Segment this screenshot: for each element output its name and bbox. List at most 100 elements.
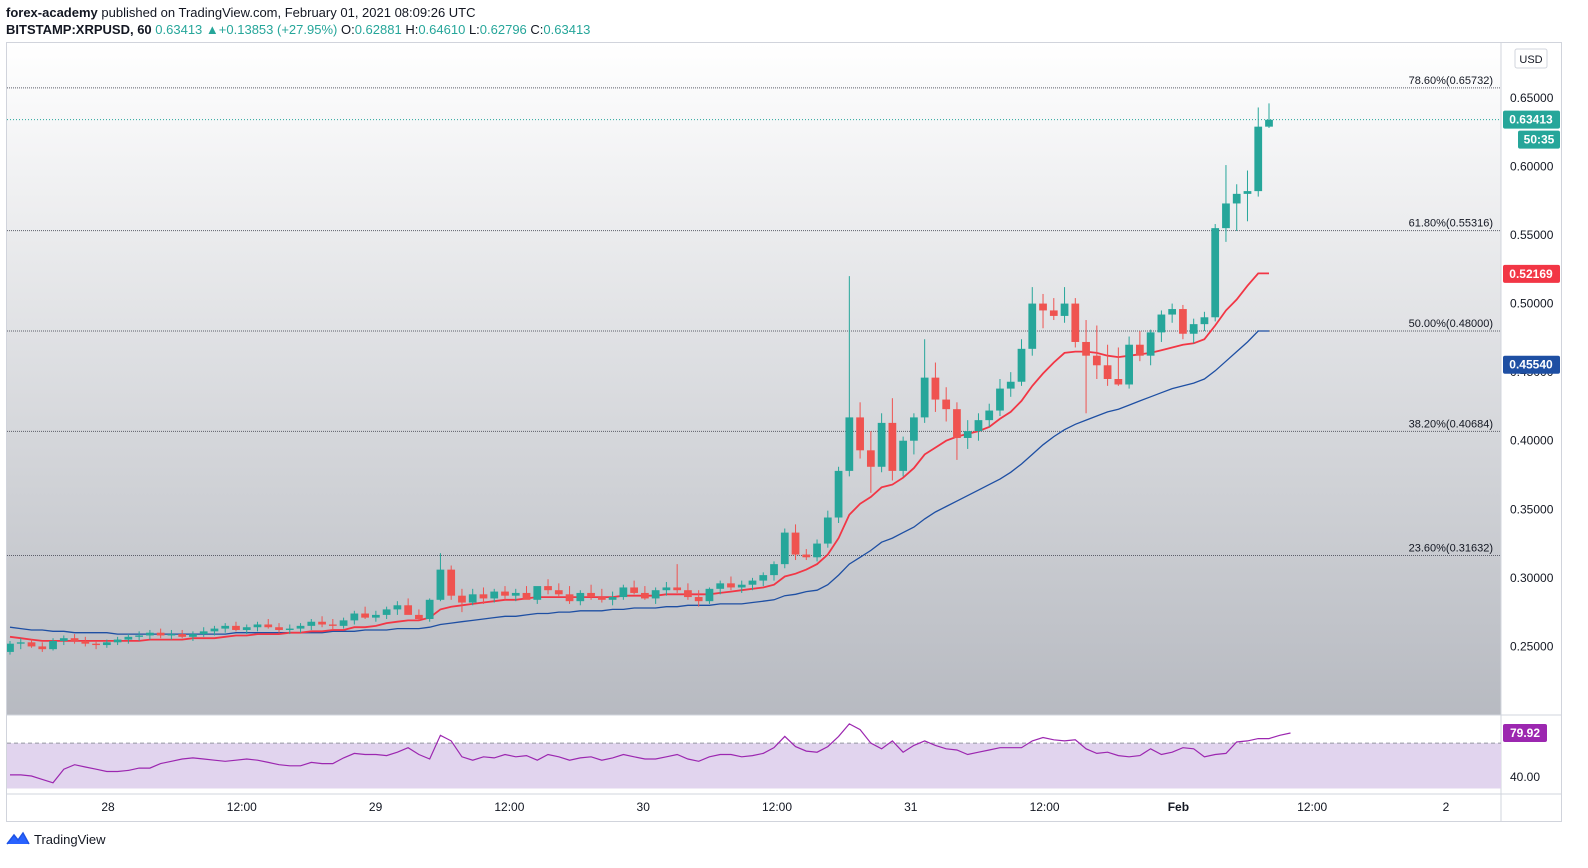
candle-down bbox=[554, 583, 563, 598]
candle-up bbox=[468, 588, 477, 606]
candle-body bbox=[199, 631, 208, 635]
candle-body bbox=[124, 636, 133, 640]
candle-up bbox=[1254, 107, 1263, 197]
candle-up bbox=[1243, 170, 1252, 222]
candle-up bbox=[780, 528, 789, 569]
candle-up bbox=[899, 436, 908, 477]
candle-body bbox=[888, 422, 897, 471]
open-label: O: bbox=[340, 22, 355, 37]
ema-fast-line bbox=[9, 272, 1269, 642]
candle-up bbox=[102, 639, 111, 648]
rsi-line bbox=[10, 723, 1291, 784]
time-tick-label: 12:00 bbox=[227, 800, 257, 814]
candle-body bbox=[1039, 303, 1047, 311]
candle-down bbox=[630, 580, 638, 595]
price-tick-label: 0.35000 bbox=[1510, 502, 1554, 516]
candle-body bbox=[404, 605, 413, 615]
candle-body bbox=[1200, 317, 1209, 325]
fib-level-label: 78.60%(0.65732) bbox=[1409, 75, 1493, 87]
ema-fast-tag-bg bbox=[1503, 264, 1560, 283]
candle-down bbox=[866, 431, 875, 493]
candle-down bbox=[1135, 331, 1144, 362]
candle-body bbox=[189, 634, 197, 637]
fib-level-label: 50.00%(0.48000) bbox=[1409, 318, 1493, 330]
candle-up bbox=[845, 276, 854, 477]
close-value: 0.63413 bbox=[543, 22, 591, 37]
candle-down bbox=[641, 586, 649, 600]
candle-down bbox=[587, 584, 595, 600]
candle-up bbox=[339, 617, 348, 629]
candle-down bbox=[1114, 347, 1123, 386]
candle-body bbox=[996, 388, 1004, 411]
author-name[interactable]: forex-academy bbox=[6, 5, 98, 20]
candle-body bbox=[285, 628, 294, 630]
symbol-label: BITSTAMP:XRPUSD, 60 bbox=[6, 22, 152, 37]
candle-down bbox=[501, 586, 509, 600]
change-text: +0.13853 (+27.95%) bbox=[218, 22, 338, 37]
ema-fast-tag: 0.52169 bbox=[1503, 264, 1560, 283]
candle-down bbox=[565, 586, 574, 604]
candle-up bbox=[1017, 339, 1026, 386]
time-tick-label: 31 bbox=[904, 800, 918, 814]
candle-up bbox=[199, 627, 208, 637]
ema-slow-tag-text: 0.45540 bbox=[1509, 358, 1553, 372]
last-price-tag: 0.63413 bbox=[1503, 110, 1560, 129]
currency-button[interactable]: USD bbox=[1514, 48, 1548, 69]
candle-body bbox=[339, 620, 348, 626]
published-text: published on TradingView.com, February 0… bbox=[101, 5, 476, 20]
candle-body bbox=[705, 588, 714, 602]
candle-body bbox=[748, 580, 757, 585]
candle-body bbox=[361, 613, 369, 618]
candle-down bbox=[404, 598, 413, 615]
candle-up bbox=[1232, 184, 1241, 231]
candle-down bbox=[694, 590, 703, 607]
candle-body bbox=[350, 613, 359, 621]
candle-down bbox=[479, 587, 488, 604]
candle-body bbox=[415, 614, 423, 619]
candle-body bbox=[511, 592, 520, 596]
candle-body bbox=[985, 410, 994, 421]
candle-body bbox=[1179, 309, 1187, 334]
open-value: 0.62881 bbox=[354, 22, 402, 37]
candle-body bbox=[382, 609, 391, 615]
candle-down bbox=[1103, 344, 1112, 386]
candle-body bbox=[1103, 365, 1112, 379]
candle-body bbox=[479, 594, 488, 599]
candle-down bbox=[727, 576, 735, 591]
time-tick-label: 12:00 bbox=[1297, 800, 1327, 814]
tradingview-brand: TradingView bbox=[34, 831, 106, 847]
candle-body bbox=[770, 564, 778, 576]
candle-up bbox=[511, 588, 520, 602]
candle-down bbox=[888, 398, 897, 481]
candle-body bbox=[759, 575, 768, 581]
candle-body bbox=[501, 591, 509, 596]
candle-down bbox=[942, 387, 951, 422]
candle-body bbox=[1265, 119, 1273, 127]
time-tick-label: 12:00 bbox=[1030, 800, 1060, 814]
time-tick-label: 2 bbox=[1443, 800, 1450, 814]
candle-body bbox=[221, 625, 230, 629]
candle-body bbox=[576, 592, 585, 602]
candle-body bbox=[458, 595, 466, 603]
candle-body bbox=[1157, 314, 1166, 333]
tradingview-footer[interactable]: TradingView bbox=[6, 829, 106, 849]
rsi-tag-text: 79.92 bbox=[1510, 726, 1540, 740]
up-arrow-icon: ▲ bbox=[205, 22, 219, 37]
high-label: H: bbox=[405, 22, 419, 37]
candle-body bbox=[468, 594, 477, 603]
candle-up bbox=[920, 339, 929, 423]
candle-up bbox=[296, 623, 305, 633]
candle-body bbox=[727, 583, 735, 588]
candle-body bbox=[1189, 324, 1198, 334]
candle-up bbox=[1125, 336, 1133, 389]
candle-body bbox=[910, 417, 918, 441]
candle-body bbox=[565, 594, 574, 602]
candle-up bbox=[1211, 224, 1220, 322]
fib-level-label: 61.80%(0.55316) bbox=[1409, 218, 1493, 230]
candle-body bbox=[942, 399, 951, 410]
candle-body bbox=[651, 590, 660, 599]
time-tick-label: 28 bbox=[101, 800, 115, 814]
candle-body bbox=[1060, 303, 1069, 316]
candle-down bbox=[673, 564, 682, 593]
